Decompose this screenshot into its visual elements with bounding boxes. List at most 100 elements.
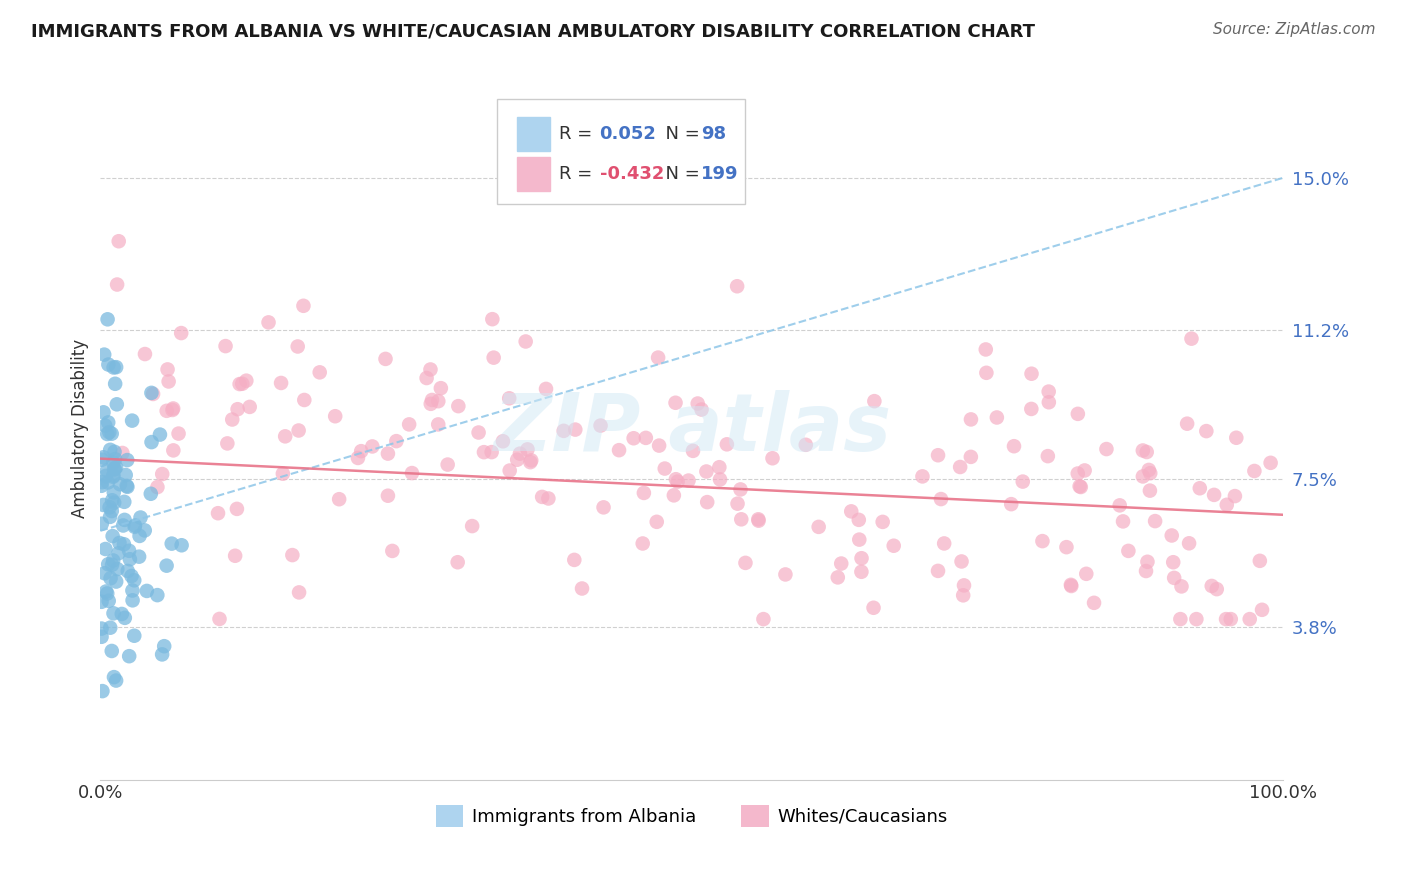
Text: ZIP atlas: ZIP atlas — [492, 390, 891, 467]
Point — [862, 600, 884, 615]
Point — [100, 504, 122, 518]
Text: N =: N = — [654, 165, 706, 184]
Point — [1073, 463, 1095, 477]
Point — [157, 375, 180, 389]
FancyBboxPatch shape — [496, 98, 745, 204]
Text: IMMIGRANTS FROM ALBANIA VS WHITE/CAUCASIAN AMBULATORY DISABILITY CORRELATION CHA: IMMIGRANTS FROM ALBANIA VS WHITE/CAUCASI… — [31, 22, 1035, 40]
Point — [531, 490, 554, 504]
Point — [447, 399, 470, 413]
Point — [91, 475, 114, 490]
Point — [436, 458, 458, 472]
Point — [709, 472, 731, 486]
Point — [807, 520, 830, 534]
Point — [934, 536, 956, 550]
Point — [347, 450, 370, 465]
Point — [224, 549, 246, 563]
Point — [666, 475, 689, 489]
Point — [111, 607, 134, 621]
Point — [118, 552, 141, 566]
Point — [121, 593, 143, 607]
Point — [623, 431, 645, 445]
Point — [328, 492, 350, 507]
Point — [520, 453, 543, 467]
FancyBboxPatch shape — [517, 118, 550, 151]
Point — [103, 485, 125, 500]
Point — [678, 474, 700, 488]
Point — [100, 644, 122, 658]
Point — [1031, 534, 1053, 549]
Point — [1070, 480, 1092, 494]
Point — [121, 414, 143, 428]
Point — [730, 483, 752, 497]
Point — [1038, 395, 1060, 409]
Point — [654, 461, 676, 475]
Point — [883, 539, 905, 553]
Point — [927, 564, 949, 578]
Point — [129, 510, 152, 524]
Point — [734, 556, 756, 570]
Point — [287, 339, 309, 353]
Point — [427, 417, 450, 432]
Point — [112, 518, 135, 533]
Point — [1195, 424, 1218, 438]
Point — [90, 479, 112, 493]
Point — [103, 445, 125, 459]
Point — [385, 434, 408, 449]
Point — [134, 347, 156, 361]
Point — [851, 551, 873, 566]
Point — [93, 348, 115, 362]
Point — [103, 670, 125, 684]
Point — [156, 362, 179, 376]
Point — [1083, 596, 1105, 610]
Point — [872, 515, 894, 529]
Point — [93, 450, 115, 465]
Point — [101, 553, 124, 567]
Point — [162, 443, 184, 458]
Point — [665, 472, 688, 486]
Point — [1021, 367, 1043, 381]
Point — [509, 447, 531, 461]
Point — [709, 460, 731, 475]
Point — [135, 583, 157, 598]
Point — [155, 558, 177, 573]
Point — [1139, 466, 1161, 480]
Point — [481, 445, 503, 459]
Point — [94, 418, 117, 433]
Point — [863, 394, 886, 409]
Point — [97, 558, 120, 572]
Point — [1251, 603, 1274, 617]
Point — [97, 312, 120, 326]
Point — [104, 376, 127, 391]
Point — [1135, 564, 1157, 578]
Point — [952, 588, 974, 602]
Point — [562, 553, 585, 567]
Point — [90, 630, 112, 644]
Point — [686, 396, 709, 410]
Point — [114, 468, 136, 483]
Text: R =: R = — [560, 125, 599, 144]
Point — [1185, 612, 1208, 626]
Point — [111, 446, 134, 460]
Point — [142, 387, 165, 401]
Point — [350, 444, 373, 458]
Point — [1160, 528, 1182, 542]
Point — [1216, 498, 1239, 512]
Point — [104, 452, 127, 467]
Point — [105, 673, 128, 688]
Point — [105, 277, 128, 292]
Point — [553, 424, 575, 438]
Point — [1178, 536, 1201, 550]
Point — [1136, 445, 1159, 459]
Point — [976, 366, 998, 380]
Point — [927, 448, 949, 462]
Point — [94, 584, 117, 599]
Point — [226, 402, 249, 417]
Point — [1170, 579, 1192, 593]
Point — [1118, 544, 1140, 558]
Point — [374, 351, 396, 366]
Point — [461, 519, 484, 533]
Point — [1067, 407, 1090, 421]
Point — [534, 382, 557, 396]
Point — [103, 360, 125, 375]
Point — [953, 578, 976, 592]
